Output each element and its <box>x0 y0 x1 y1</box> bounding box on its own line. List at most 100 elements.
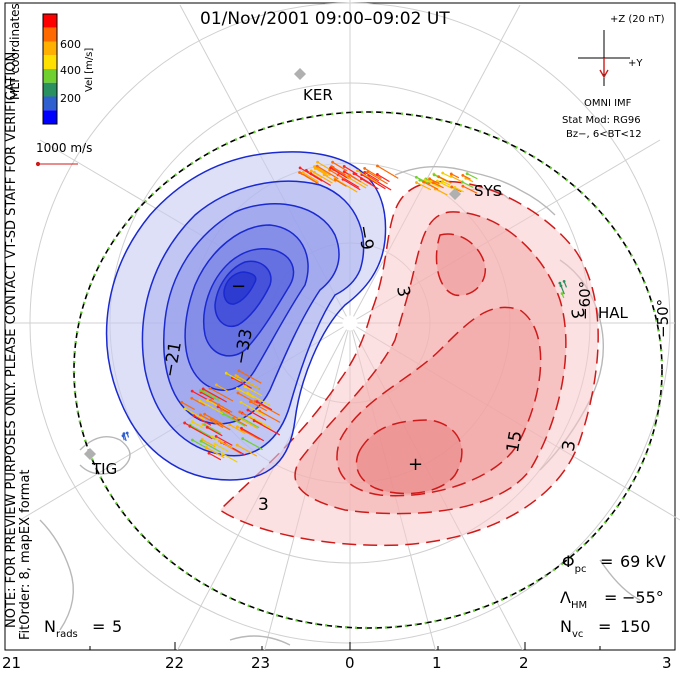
velocity-vector <box>299 167 323 182</box>
velocity-vector <box>242 417 260 429</box>
velocity-vector-origin <box>558 281 562 285</box>
velocity-vector <box>377 165 399 179</box>
velocity-vector <box>345 175 367 189</box>
velocity-vector-origin <box>329 166 332 170</box>
velocity-vector-origin <box>312 165 316 168</box>
velocity-vector <box>466 173 478 180</box>
velocity-vector <box>332 161 348 172</box>
velocity-vector <box>232 377 252 389</box>
velocity-vector <box>434 188 448 196</box>
imf-model-line2: Bz−, 6<BT<12 <box>566 129 642 140</box>
velocity-vector-origin <box>441 171 445 175</box>
velocity-vector <box>204 413 224 425</box>
velocity-vector-origin <box>199 439 203 443</box>
velocity-vector-origin <box>322 173 326 177</box>
velocity-vector-origin <box>363 170 367 174</box>
velocity-vector <box>206 426 223 437</box>
velocity-vector-origin <box>461 173 465 177</box>
velocity-vector-origin <box>342 165 346 168</box>
velocity-vector <box>310 173 332 187</box>
velocity-vector-origin <box>238 410 242 414</box>
velocity-vector <box>229 424 246 434</box>
velocity-vector <box>200 440 221 453</box>
velocity-vector-origin <box>348 173 352 177</box>
velocity-vector <box>364 171 380 182</box>
velocity-vector-origin <box>415 181 418 184</box>
velocity-vector-origin <box>460 180 464 184</box>
velocity-vector-origin <box>450 185 454 189</box>
lat-label-60: −60° <box>576 281 594 320</box>
velocity-vector <box>210 418 231 431</box>
velocity-vectors <box>121 160 568 463</box>
velocity-vector-origin <box>198 399 202 403</box>
velocity-vector <box>314 166 327 175</box>
n-rads-value: 5 <box>112 617 122 636</box>
imf-z-label: +Z (20 nT) <box>610 14 665 25</box>
velocity-vector-origin <box>375 172 379 176</box>
velocity-vector-origin <box>236 425 239 429</box>
velocity-vector-origin <box>316 160 319 164</box>
velocity-vector-origin <box>209 398 213 402</box>
velocity-vector-origin <box>240 426 243 430</box>
velocity-vector-origin <box>121 434 125 438</box>
velocity-vector <box>450 175 462 182</box>
ref-vector-label: 1000 m/s <box>36 141 92 155</box>
velocity-vector <box>215 435 233 446</box>
station-label-sys: SYS <box>474 182 502 200</box>
velocity-vector-origin <box>298 171 301 174</box>
velocity-vector-origin <box>220 452 224 456</box>
velocity-vector <box>349 174 362 183</box>
velocity-vector-origin <box>298 166 302 170</box>
velocity-vector-origin <box>252 419 256 423</box>
velocity-vector <box>361 174 386 190</box>
velocity-vector-origin <box>301 171 305 174</box>
velocity-vector <box>462 185 478 194</box>
velocity-vector-origin <box>356 169 359 173</box>
velocity-vector-origin <box>333 178 337 182</box>
fit-order-label: FitOrder: 8, mapEX format <box>18 469 33 640</box>
velocity-vector <box>205 447 225 459</box>
velocity-vector-origin <box>204 446 208 449</box>
station-markers <box>84 68 461 460</box>
velocity-vector <box>199 400 224 415</box>
mlt-tick-1: 1 <box>432 654 442 672</box>
velocity-vector <box>241 429 260 441</box>
contour-label-neg-9: −9 <box>353 224 377 252</box>
velocity-vector <box>462 181 474 188</box>
velocity-vector <box>416 176 429 184</box>
color-bar-segment <box>43 41 57 56</box>
n-vc-value: 150 <box>620 617 651 636</box>
color-bar-segment <box>43 55 57 69</box>
mlt-tick-2: 2 <box>519 654 529 672</box>
velocity-vector-origin <box>235 443 239 447</box>
velocity-vector <box>437 180 453 190</box>
velocity-vector <box>238 417 258 429</box>
velocity-vector-origin <box>432 173 436 177</box>
velocity-vector <box>184 408 206 421</box>
color-bar-segment <box>43 14 57 28</box>
velocity-vector <box>299 172 319 185</box>
station-label-tig: TIG <box>91 460 117 478</box>
velocity-vector <box>237 392 254 402</box>
velocity-vector <box>203 389 220 400</box>
velocity-vector-origin <box>180 400 184 404</box>
velocity-vector-origin <box>214 434 218 438</box>
velocity-vector <box>450 173 460 179</box>
velocity-vector <box>242 438 263 451</box>
vel-tick-400: 400 <box>60 64 81 77</box>
potential-min-mark: − <box>231 276 246 297</box>
velocity-vector <box>225 372 242 382</box>
velocity-vector <box>377 173 390 183</box>
velocity-vector-origin <box>363 167 367 170</box>
velocity-vector-origin <box>423 178 427 182</box>
velocity-vector <box>222 413 246 427</box>
velocity-vector-origin <box>125 431 129 435</box>
velocity-color-bar: 600 400 200 Vel [m/s] <box>42 13 95 125</box>
velocity-vector <box>254 400 280 416</box>
velocity-vector-origin <box>228 423 232 427</box>
velocity-vector <box>368 175 392 191</box>
velocity-vector <box>191 397 206 407</box>
negative-potential-cell <box>105 151 387 481</box>
velocity-vector-origin <box>312 170 316 174</box>
